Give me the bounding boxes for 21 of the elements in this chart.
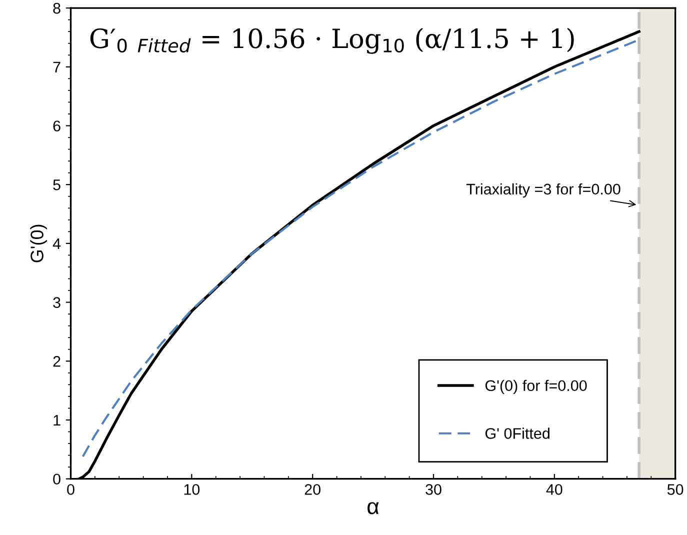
x-tick-label: 20 [304,484,320,495]
annotation: Triaxiality =3 for f=0.00 [466,183,620,198]
y-tick-label: 4 [52,238,61,249]
y-tick-label: 5 [53,180,60,190]
annotation: G′$_{0 Fitted}$ = 10.56 · Log$_{10}$ (α/11.5 + 1) [90,28,574,54]
y-axis-title: G'(0) [30,224,47,262]
x-tick-label: 40 [546,484,562,495]
y-tick-label: 6 [53,120,60,132]
x-tick-label: 0 [67,484,74,495]
y-tick-label: 7 [53,62,60,72]
legend-label: G'(0) for f=0.00 [485,380,587,394]
x-axis-title: α [368,502,379,514]
y-tick-label: 0 [53,474,60,485]
x-tick-label: 50 [667,484,684,495]
x-tick-label: 10 [184,484,200,495]
y-tick-label: 1 [54,415,60,426]
y-tick-label: 2 [53,356,60,367]
legend-label: G' 0Fitted [485,428,550,439]
x-tick-label: 30 [426,484,442,495]
y-tick-label: 8 [53,2,60,14]
y-tick-label: 3 [53,297,60,308]
